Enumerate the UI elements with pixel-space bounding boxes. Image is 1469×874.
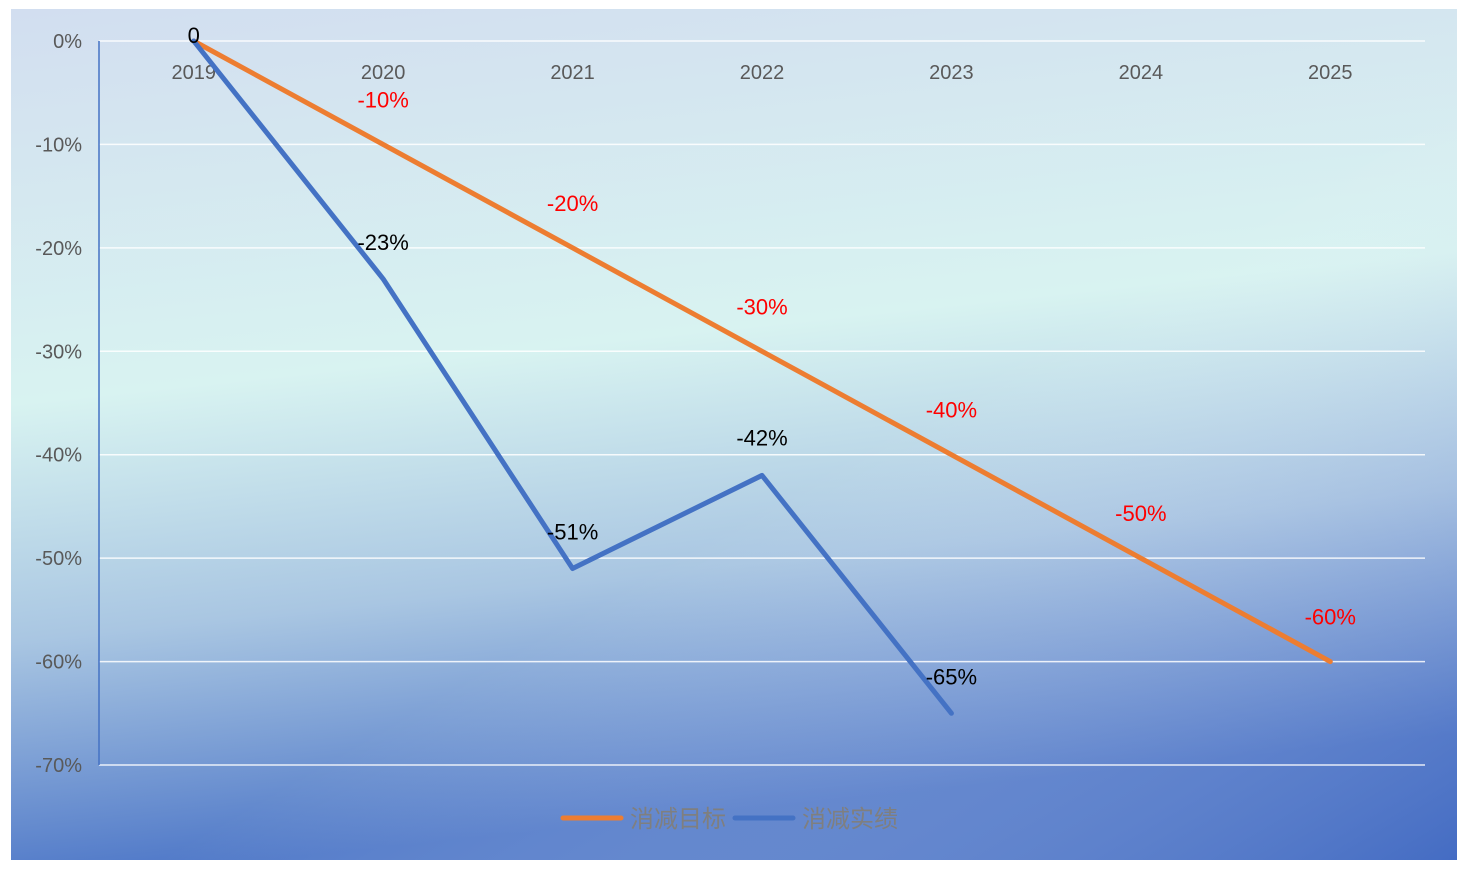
- chart-background-shade: [11, 9, 1457, 860]
- data-label: -51%: [547, 519, 598, 544]
- series: [191, 38, 1333, 716]
- x-tick-label: 2025: [1308, 62, 1353, 84]
- legend: 消减目标 消减实绩: [560, 805, 898, 833]
- data-label: -23%: [357, 230, 408, 255]
- x-tick-label: 2024: [1119, 62, 1164, 84]
- legend-label-1: 消减实绩: [802, 805, 898, 833]
- y-tick-label: -50%: [35, 548, 82, 570]
- y-tick-label: -60%: [35, 652, 82, 674]
- x-tick-label: 2021: [550, 62, 595, 84]
- data-label: -42%: [736, 425, 787, 450]
- data-label: -30%: [736, 294, 787, 319]
- data-label: -50%: [1115, 501, 1166, 526]
- y-tick-label: -70%: [35, 755, 82, 777]
- data-labels: -10% -20% -30% -40% -50% -60% 0 -23% -51% -42% -65…: [188, 23, 1356, 689]
- x-tick-label: 2023: [929, 62, 974, 84]
- data-label: -20%: [547, 191, 598, 216]
- axes: 0% -10% -20% -30% -40% -50% -60% -70% 2019 2020 20…: [35, 31, 1352, 777]
- y-tick-label: -40%: [35, 445, 82, 467]
- x-tick-label: 2020: [361, 62, 406, 84]
- data-label: -10%: [357, 87, 408, 112]
- legend-label-0: 消减目标: [630, 805, 726, 833]
- data-label: -40%: [926, 398, 977, 423]
- y-tick-label: -30%: [35, 341, 82, 363]
- data-label: 0: [188, 23, 200, 48]
- y-tick-label: -10%: [35, 134, 82, 156]
- series-line-0: [191, 38, 1333, 665]
- gridlines: [99, 40, 1425, 766]
- y-tick-label: -20%: [35, 238, 82, 260]
- data-label: -60%: [1305, 605, 1356, 630]
- y-tick-label: 0%: [53, 31, 82, 53]
- x-tick-label: 2022: [740, 62, 785, 84]
- x-tick-label: 2019: [171, 62, 216, 84]
- series-line-1: [191, 38, 954, 716]
- data-label: -65%: [926, 664, 977, 689]
